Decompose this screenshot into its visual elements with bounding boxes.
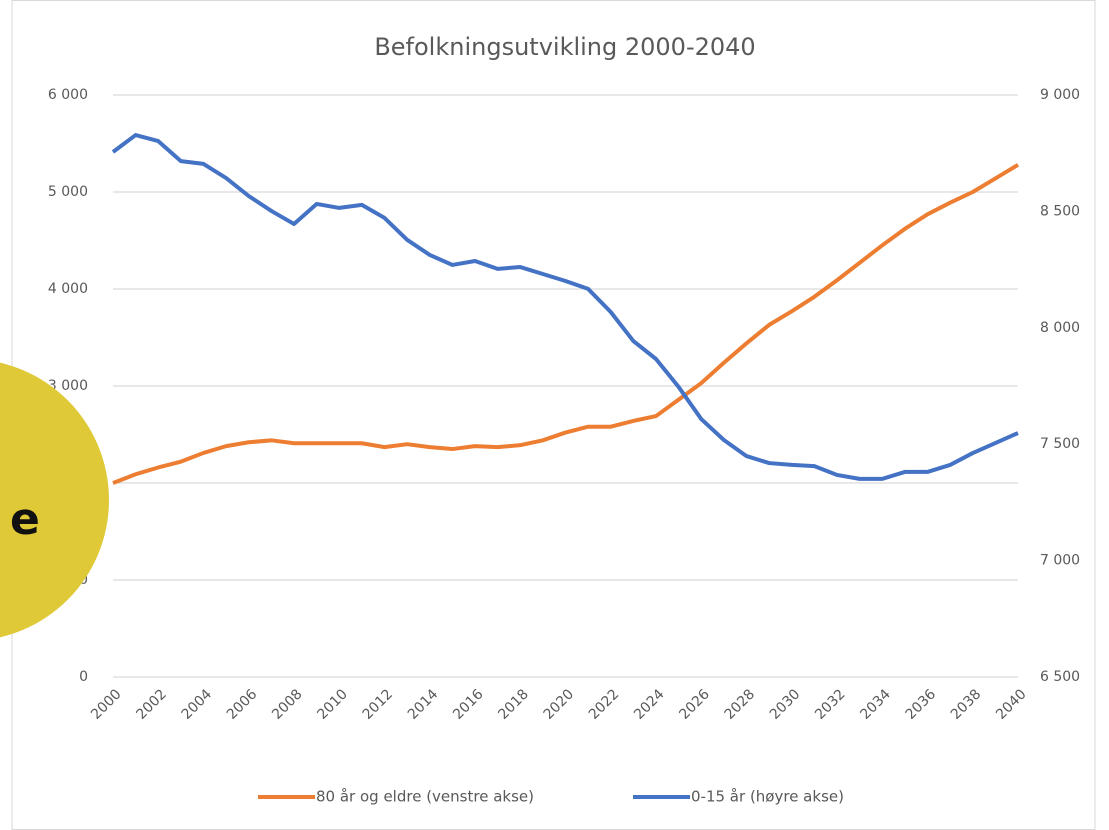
y2-tick-label: 8 500 [1040,203,1080,219]
y-tick-label: 6 000 [48,87,88,103]
y-tick-label: 5 000 [48,184,88,200]
y-tick-label: 4 000 [48,281,88,297]
y2-tick-label: 7 500 [1040,436,1080,452]
y2-tick-label: 9 000 [1040,87,1080,103]
y2-tick-label: 7 000 [1040,553,1080,569]
legend-label: 80 år og eldre (venstre akse) [316,788,534,806]
y-tick-label: 3 000 [48,378,88,394]
series-line [112,163,1020,485]
legend-label: 0-15 år (høyre akse) [691,788,844,806]
y2-tick-label: 8 000 [1040,320,1080,336]
overlay-text: e [10,494,40,545]
overlay-circle [0,362,109,638]
chart-title: Befolkningsutvikling 2000-2040 [374,33,755,61]
y2-tick-label: 6 500 [1040,669,1080,685]
series-line [111,133,1019,481]
y-tick-label: 0 [79,669,88,685]
chart-frame [11,0,1096,830]
